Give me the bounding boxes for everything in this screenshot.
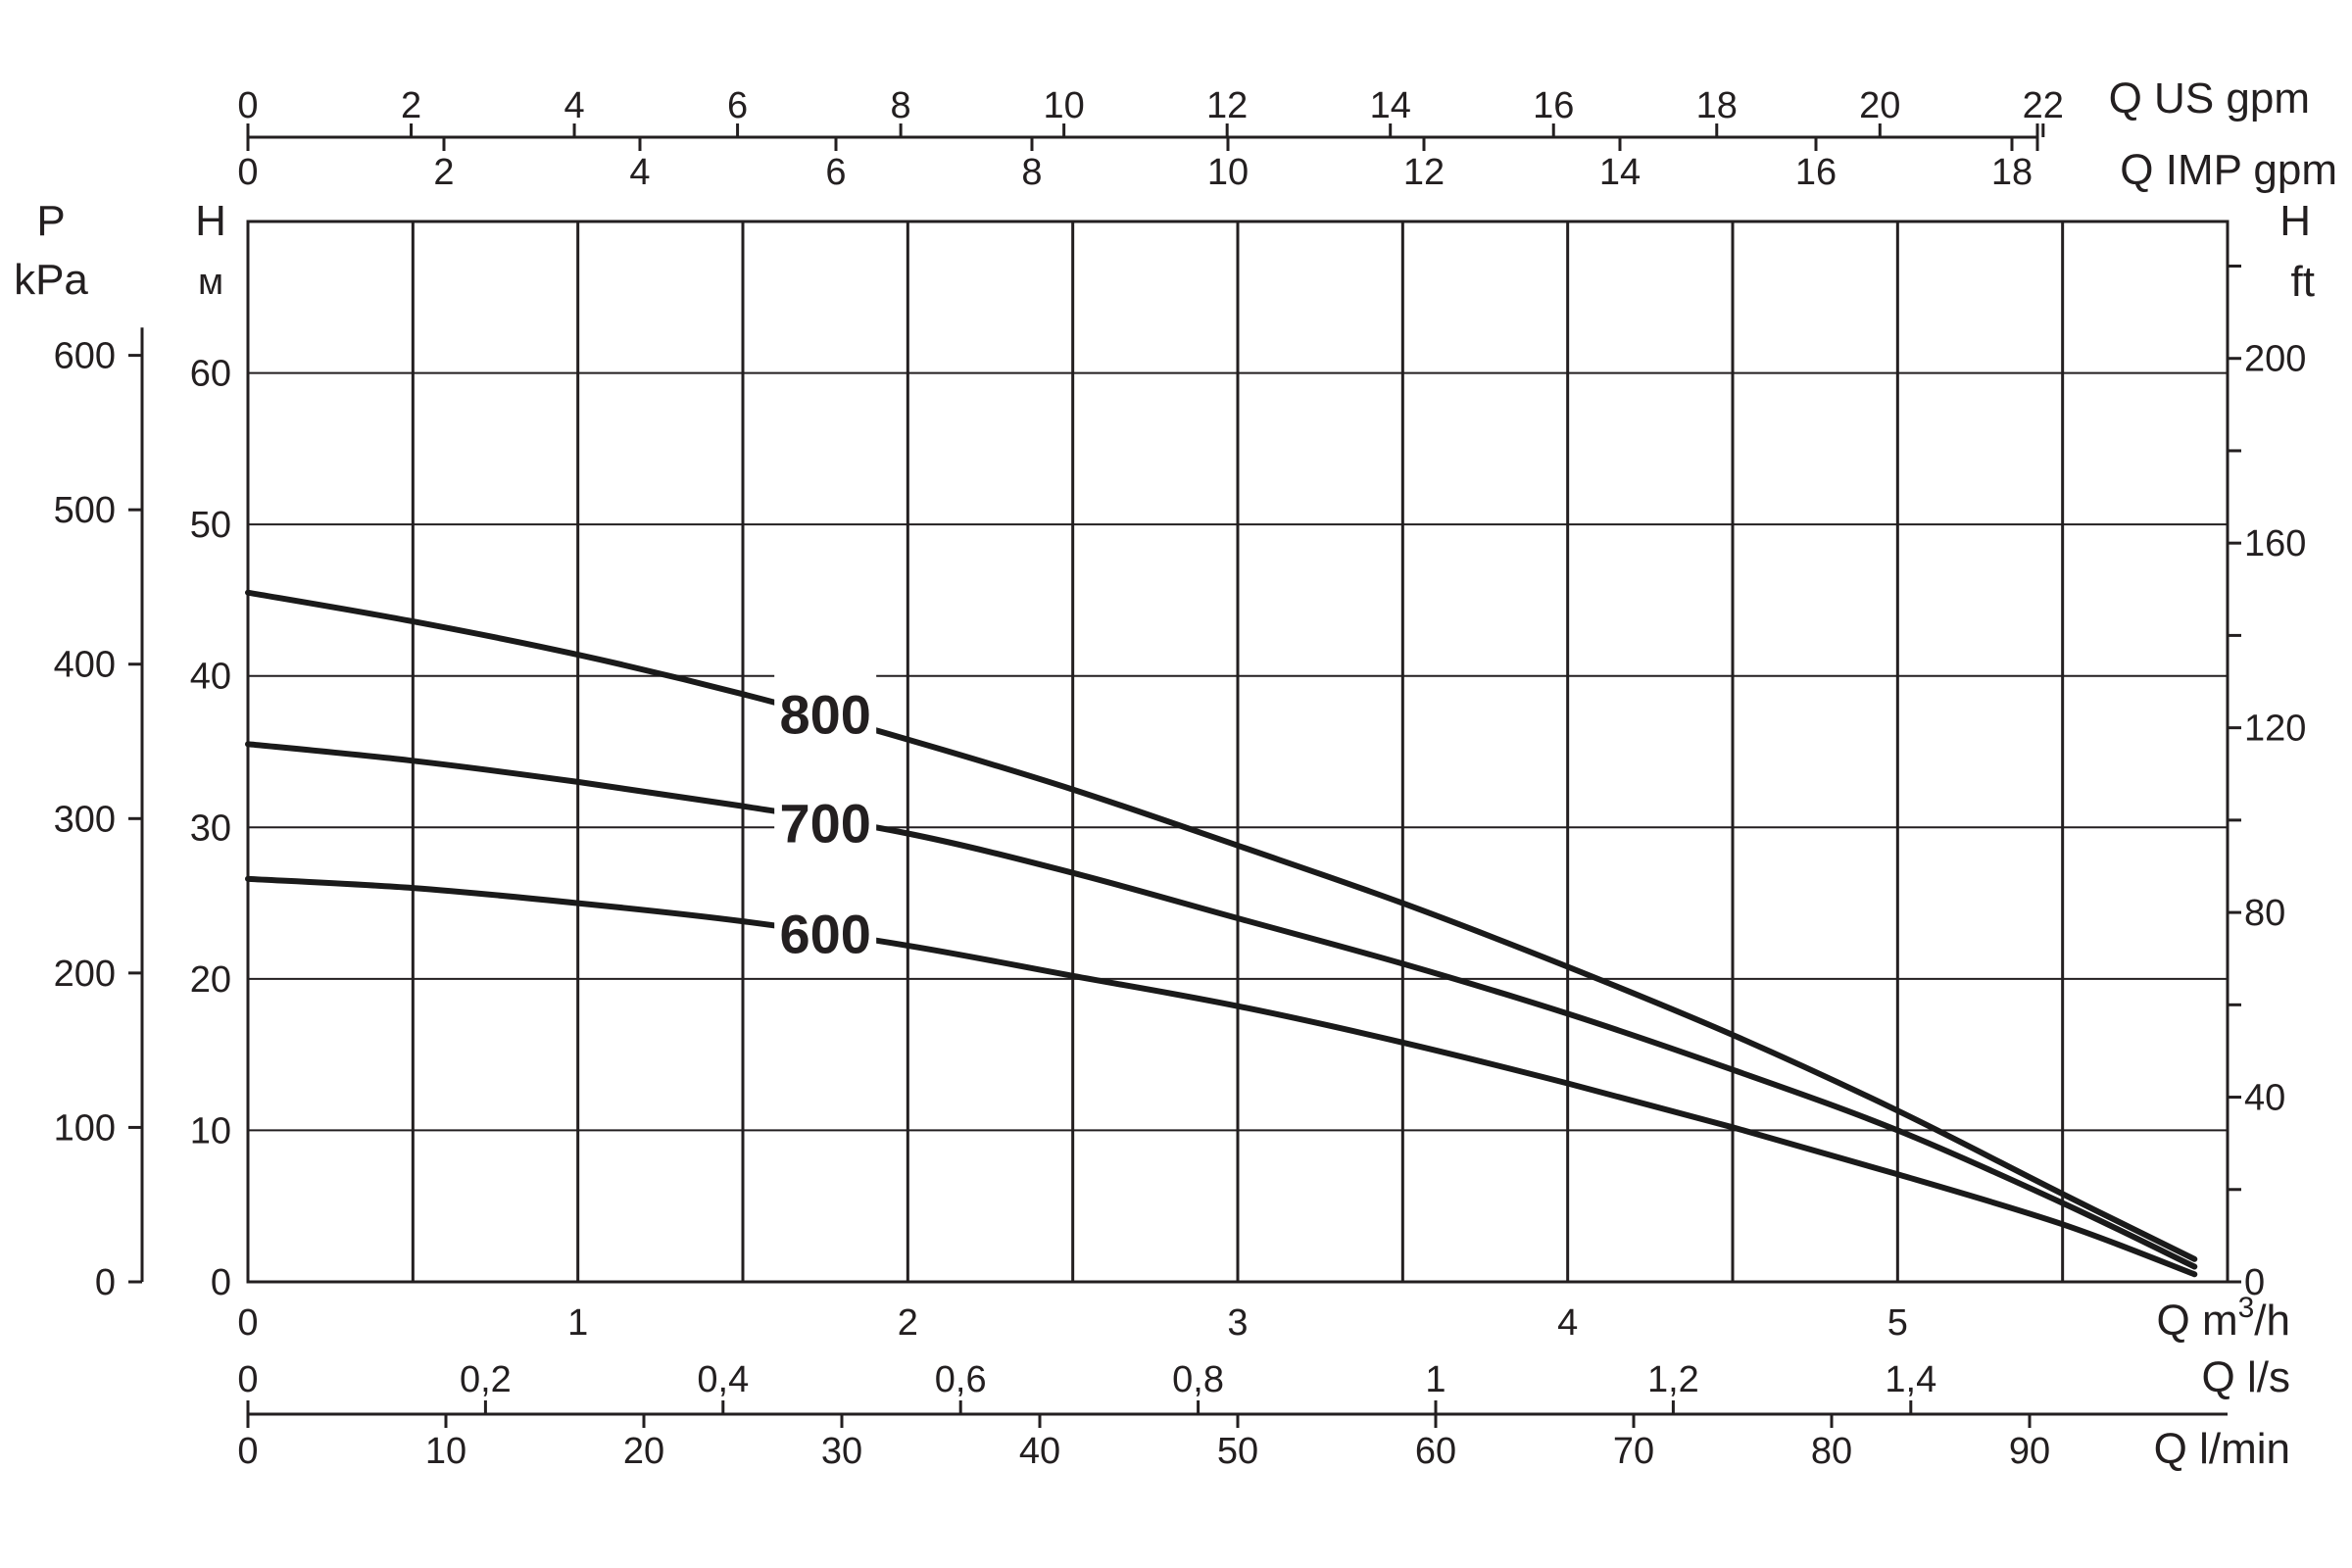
tick-label-ft: 160 xyxy=(2244,523,2306,564)
tick-label-ls: 0,8 xyxy=(1172,1359,1224,1400)
grid xyxy=(246,220,2230,1284)
curve-700 xyxy=(245,741,2198,1270)
tick-label-lmin: 60 xyxy=(1415,1431,1456,1472)
tick-label-ls: 0,6 xyxy=(935,1359,987,1400)
axis-unit-m3h: Q m3/h xyxy=(2157,1292,2291,1345)
tick-label-imp-gpm: 10 xyxy=(1207,152,1249,193)
tick-label-imp-gpm: 16 xyxy=(1795,152,1837,193)
curves xyxy=(245,589,2198,1278)
tick-label-us-gpm: 2 xyxy=(401,85,421,126)
tick-label-ls: 1 xyxy=(1425,1359,1446,1400)
tick-label-m3h: 0 xyxy=(237,1302,258,1344)
tick-label-us-gpm: 12 xyxy=(1206,85,1248,126)
axis-unit-lmin: Q l/min xyxy=(2154,1425,2290,1473)
tick-label-head-m: 50 xyxy=(190,505,231,546)
tick-label-us-gpm: 6 xyxy=(727,85,748,126)
tick-label-ft: 40 xyxy=(2244,1078,2285,1119)
axis-label-pressure: P xyxy=(36,197,65,245)
tick-label-imp-gpm: 8 xyxy=(1021,152,1042,193)
tick-label-lmin: 10 xyxy=(425,1431,466,1472)
tick-label-lmin: 70 xyxy=(1613,1431,1654,1472)
tick-label-ls: 0 xyxy=(237,1359,258,1400)
tick-label-us-gpm: 8 xyxy=(891,85,911,126)
tick-label-ft: 200 xyxy=(2244,339,2306,380)
curve-label-700: 700 xyxy=(779,793,870,855)
curve-labels: 800 700 600 xyxy=(774,674,877,973)
axis-unit-ft: ft xyxy=(2291,258,2315,306)
tick-label-head-m: 10 xyxy=(190,1110,231,1152)
tick-label-us-gpm: 20 xyxy=(1859,85,1900,126)
axis-unit-us-gpm: Q US gpm xyxy=(2109,74,2310,122)
tick-label-ls: 0,2 xyxy=(460,1359,512,1400)
tick-label-lmin: 80 xyxy=(1811,1431,1852,1472)
tick-label-us-gpm: 14 xyxy=(1370,85,1411,126)
tick-label-us-gpm: 22 xyxy=(2023,85,2064,126)
tick-label-kpa: 300 xyxy=(54,799,116,840)
tick-label-m3h: 4 xyxy=(1557,1302,1578,1344)
tick-label-ft: 120 xyxy=(2244,709,2306,750)
tick-label-kpa: 500 xyxy=(54,490,116,531)
tick-label-ls: 0,4 xyxy=(697,1359,749,1400)
tick-label-us-gpm: 0 xyxy=(237,85,258,126)
curve-600 xyxy=(245,875,2198,1278)
tick-label-us-gpm: 10 xyxy=(1044,85,1085,126)
tick-label-ls: 1,4 xyxy=(1885,1359,1936,1400)
tick-label-imp-gpm: 2 xyxy=(433,152,454,193)
tick-label-imp-gpm: 14 xyxy=(1599,152,1641,193)
tick-label-m3h: 1 xyxy=(567,1302,588,1344)
tick-label-imp-gpm: 0 xyxy=(237,152,258,193)
tick-label-lmin: 0 xyxy=(237,1431,258,1472)
curve-label-bg xyxy=(774,783,877,862)
tick-label-m3h: 3 xyxy=(1227,1302,1248,1344)
axis-unit-head-m: м xyxy=(198,262,223,303)
tick-label-head-m: 30 xyxy=(190,808,231,849)
curve-label-600: 600 xyxy=(779,903,870,964)
tick-label-imp-gpm: 18 xyxy=(1991,152,2033,193)
tick-label-m3h: 5 xyxy=(1887,1302,1908,1344)
tick-label-kpa: 0 xyxy=(95,1262,116,1303)
tick-label-us-gpm: 16 xyxy=(1533,85,1574,126)
tick-label-kpa: 100 xyxy=(54,1107,116,1149)
tick-label-lmin: 20 xyxy=(623,1431,664,1472)
tick-label-head-m: 20 xyxy=(190,959,231,1001)
tick-label-kpa: 200 xyxy=(54,954,116,995)
curve-label-bg xyxy=(774,674,877,754)
curve-800 xyxy=(245,589,2198,1262)
axis-unit-kpa: kPa xyxy=(14,256,88,304)
axis-unit-imp-gpm: Q IMP gpm xyxy=(2120,146,2337,194)
tick-label-imp-gpm: 12 xyxy=(1403,152,1445,193)
tick-label-m3h: 2 xyxy=(898,1302,918,1344)
tick-label-imp-gpm: 6 xyxy=(825,152,846,193)
tick-label-head-m: 40 xyxy=(190,657,231,698)
tick-label-lmin: 50 xyxy=(1217,1431,1258,1472)
tick-label-kpa: 400 xyxy=(54,645,116,686)
tick-label-head-m: 60 xyxy=(190,354,231,395)
tick-label-lmin: 90 xyxy=(2009,1431,2050,1472)
tick-label-imp-gpm: 4 xyxy=(629,152,650,193)
tick-label-kpa: 600 xyxy=(54,336,116,377)
curve-label-bg xyxy=(774,894,877,973)
axis-unit-ls: Q l/s xyxy=(2202,1353,2290,1401)
tick-label-ls: 1,2 xyxy=(1647,1359,1699,1400)
tick-label-ft: 80 xyxy=(2244,893,2285,934)
tick-label-lmin: 30 xyxy=(821,1431,862,1472)
tick-label-head-m: 0 xyxy=(211,1262,231,1303)
tick-label-us-gpm: 4 xyxy=(564,85,584,126)
curve-label-800: 800 xyxy=(779,683,870,745)
axis-label-head-ft: H xyxy=(2279,197,2311,245)
axis-label-head-m: H xyxy=(195,197,226,245)
tick-label-ft: 0 xyxy=(2244,1262,2265,1303)
tick-label-us-gpm: 18 xyxy=(1696,85,1738,126)
tick-label-lmin: 40 xyxy=(1019,1431,1060,1472)
